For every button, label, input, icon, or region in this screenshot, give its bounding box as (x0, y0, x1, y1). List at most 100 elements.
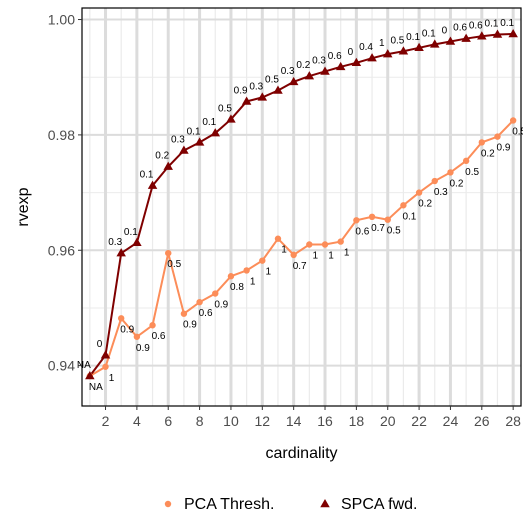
pca-thresh-data-label: 0.8 (230, 282, 244, 293)
pca-thresh-point (415, 189, 423, 196)
spca-fwd-point (241, 96, 252, 105)
pca-thresh-data-label: 0.7 (293, 261, 307, 272)
spca-fwd-point (461, 33, 471, 42)
pca-thresh-point (133, 333, 141, 340)
spca-fwd-point (194, 137, 205, 146)
spca-fwd-data-label: 0.4 (359, 42, 373, 53)
spca-fwd-data-label: 0 (442, 25, 448, 36)
spca-fwd-data-label: 0.1 (187, 126, 201, 137)
pca-thresh-data-label: 1 (313, 250, 319, 261)
pca-thresh-data-label: 0.5 (465, 167, 479, 178)
spca-fwd-point (288, 76, 299, 86)
y-tick-label: 1.00 (48, 12, 75, 28)
y-axis: 0.94 0.96 0.98 1.00 (48, 12, 82, 374)
pca-thresh-data-label: 1 (344, 248, 350, 259)
spca-fwd-data-label: 0.3 (281, 66, 295, 77)
pca-thresh-data-label: 0.9 (497, 143, 511, 154)
x-tick-label: 6 (164, 413, 172, 429)
spca-fwd-data-label: 0.1 (422, 28, 436, 39)
spca-fwd-data-label: 0 (348, 47, 354, 58)
spca-fwd-point (398, 46, 409, 55)
spca-fwd-data-label: 0.2 (296, 60, 310, 71)
spca-fwd-point (116, 248, 126, 257)
pca-thresh-point (306, 241, 313, 248)
pca-thresh-data-label: 0.9 (120, 324, 134, 335)
pca-thresh-data-label: 0.7 (371, 223, 385, 234)
spca-fwd-point (226, 114, 236, 123)
spca-fwd-data-label: 0.3 (249, 81, 263, 92)
pca-thresh-point (462, 157, 470, 165)
pca-thresh-point (337, 238, 344, 245)
spca-fwd-data-label: 0.1 (485, 19, 499, 30)
x-tick-label: 12 (255, 413, 271, 429)
spca-fwd-point (430, 39, 440, 48)
x-tick-label: 28 (505, 413, 521, 429)
spca-fwd-point (477, 31, 487, 40)
pca-thresh-data-label: 0.5 (167, 259, 181, 270)
pca-thresh-data-label: 0.6 (355, 226, 369, 237)
spca-fwd-point (351, 57, 362, 67)
pca-thresh-point (274, 235, 282, 242)
plot-background (82, 8, 521, 406)
pca-thresh-data-label: 0.2 (449, 178, 463, 189)
spca-fwd-point (85, 371, 95, 380)
spca-fwd-data-label: 0.1 (124, 227, 138, 238)
y-tick-label: 0.98 (48, 127, 75, 143)
x-tick-label: 26 (474, 413, 490, 429)
pca-thresh-data-label: NA (89, 382, 103, 393)
pca-thresh-point (165, 249, 172, 257)
pca-thresh-data-label: 1 (266, 267, 272, 278)
spca-fwd-data-label: 0.1 (140, 170, 154, 181)
x-tick-label: 4 (133, 413, 141, 429)
spca-fwd-data-label: 0.6 (328, 51, 342, 62)
spca-fwd-data-label: NA (77, 360, 91, 371)
x-tick-label: 10 (223, 413, 239, 429)
pca-thresh-point (149, 322, 156, 329)
pca-thresh-data-label: 0.5 (512, 126, 523, 137)
spca-fwd-data-label: 0.5 (390, 35, 404, 46)
spca-fwd-data-label: 0.2 (155, 151, 169, 162)
legend-label-pca-thresh: PCA Thresh. (184, 496, 274, 513)
x-tick-label: 24 (443, 413, 459, 429)
x-tick-label: 20 (380, 413, 396, 429)
spca-fwd-point (320, 66, 330, 75)
x-tick-label: 22 (411, 413, 427, 429)
plot-border (81, 7, 522, 407)
x-tick-label: 2 (102, 413, 110, 429)
pca-thresh-point (259, 257, 266, 264)
pca-thresh-point (509, 117, 517, 124)
pca-thresh-point (431, 177, 438, 185)
spca-fwd-point (367, 53, 377, 62)
pca-thresh-data-label: 0.6 (152, 331, 166, 342)
spca-fwd-data-label: 0.6 (453, 23, 467, 34)
pca-thresh-point (196, 298, 203, 306)
spca-fwd-point (132, 237, 142, 247)
spca-fwd-point (257, 92, 268, 101)
pca-thresh-point (353, 217, 360, 224)
x-axis: 2 4 6 8 10 12 14 16 18 20 22 24 26 28 (102, 406, 521, 429)
spca-fwd-data-label: 0.5 (218, 103, 232, 114)
spca-fwd-data-label: 0 (97, 339, 103, 350)
pca-thresh-data-label: 0.9 (183, 320, 197, 331)
pca-thresh-data-label: 0.9 (136, 343, 150, 354)
y-tick-label: 0.94 (48, 358, 75, 374)
pca-thresh-point (243, 267, 250, 274)
pca-thresh-data-label: 0.2 (418, 199, 432, 210)
pca-thresh-data-label: 0.1 (402, 211, 416, 222)
spca-fwd-data-label: 0.9 (234, 85, 248, 96)
pca-thresh-data-label: 0.5 (387, 226, 401, 237)
spca-fwd-data-label: 0.6 (469, 20, 483, 31)
y-axis-title: rvexp (15, 187, 32, 226)
pca-thresh-point (400, 202, 407, 209)
spca-fwd-point (179, 145, 189, 154)
legend-label-spca-fwd: SPCA fwd. (341, 496, 417, 513)
pca-thresh-data-label: 1 (281, 245, 287, 256)
pca-thresh-point (227, 273, 235, 280)
spca-fwd-data-label: 0.1 (406, 32, 420, 43)
spca-fwd-point (492, 29, 503, 38)
x-axis-title: cardinality (265, 445, 337, 462)
spca-fwd-data-label: 0.3 (312, 55, 326, 66)
spca-fwd-data-label: 0.3 (171, 134, 185, 145)
pca-thresh-data-label: 0.2 (481, 148, 495, 159)
pca-thresh-point (478, 139, 486, 146)
